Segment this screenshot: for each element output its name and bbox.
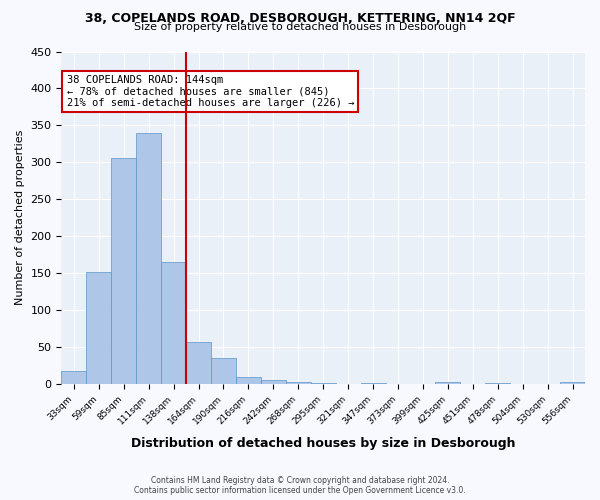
Bar xyxy=(86,272,111,384)
Bar xyxy=(111,158,136,384)
Bar xyxy=(361,382,386,384)
Text: Size of property relative to detached houses in Desborough: Size of property relative to detached ho… xyxy=(134,22,466,32)
Text: Contains HM Land Registry data © Crown copyright and database right 2024.
Contai: Contains HM Land Registry data © Crown c… xyxy=(134,476,466,495)
X-axis label: Distribution of detached houses by size in Desborough: Distribution of detached houses by size … xyxy=(131,437,515,450)
Bar xyxy=(261,380,286,384)
Bar xyxy=(485,382,510,384)
Bar xyxy=(286,382,311,384)
Y-axis label: Number of detached properties: Number of detached properties xyxy=(15,130,25,306)
Bar xyxy=(186,342,211,384)
Bar xyxy=(560,382,585,384)
Bar xyxy=(136,133,161,384)
Text: 38, COPELANDS ROAD, DESBOROUGH, KETTERING, NN14 2QF: 38, COPELANDS ROAD, DESBOROUGH, KETTERIN… xyxy=(85,12,515,26)
Bar xyxy=(436,382,460,384)
Text: 38 COPELANDS ROAD: 144sqm
← 78% of detached houses are smaller (845)
21% of semi: 38 COPELANDS ROAD: 144sqm ← 78% of detac… xyxy=(67,75,354,108)
Bar xyxy=(161,262,186,384)
Bar xyxy=(61,371,86,384)
Bar xyxy=(211,358,236,384)
Bar xyxy=(236,376,261,384)
